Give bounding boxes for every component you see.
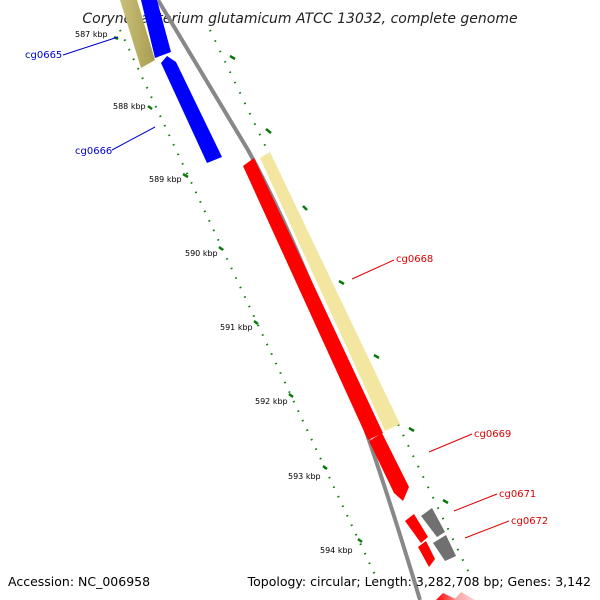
ruler-label-594: 594 kbp — [320, 546, 353, 555]
gene-cg0671[interactable] — [405, 514, 428, 543]
gene-cg0672[interactable] — [418, 541, 435, 567]
gene-olive-fragment[interactable] — [120, 0, 155, 68]
gene-bottom-faded-red[interactable] — [436, 593, 458, 600]
ruler-label-588: 588 kbp — [113, 102, 146, 111]
gene-label-cg0671[interactable]: cg0671 — [499, 489, 536, 500]
footer-summary: Topology: circular; Length: 3,282,708 bp… — [247, 574, 591, 589]
ruler-label-590: 590 kbp — [185, 249, 218, 258]
outer-ruler-ticks — [229, 54, 449, 505]
gene-cg0665[interactable] — [141, 0, 171, 58]
footer-accession: Accession: NC_006958 — [8, 574, 150, 589]
gene-label-cg0666[interactable]: cg0666 — [75, 146, 112, 157]
ruler-tick-592: 592 kbp — [255, 393, 294, 406]
ruler-tick-594: 594 kbp — [320, 538, 363, 555]
ruler-tick-587: 587 kbp — [75, 30, 119, 41]
map-title: Corynebacterium glutamicum ATCC 13032, c… — [82, 11, 517, 27]
ruler-label-593: 593 kbp — [288, 472, 321, 481]
gene-label-cg0669[interactable]: cg0669 — [474, 429, 511, 440]
gene-cg0671-gray[interactable] — [421, 508, 445, 537]
gene-label-cg0672[interactable]: cg0672 — [511, 516, 548, 527]
ruler-tick-589: 589 kbp — [149, 172, 189, 184]
ruler-tick-590: 590 kbp — [185, 246, 224, 258]
gene-label-cg0665[interactable]: cg0665 — [25, 50, 62, 61]
ruler-tick-588: 588 kbp — [113, 102, 153, 111]
genome-backbone — [156, 0, 422, 600]
ruler-label-587: 587 kbp — [75, 30, 108, 39]
ruler-tick-591: 591 kbp — [220, 320, 259, 332]
ruler-label-589: 589 kbp — [149, 175, 182, 184]
ruler-label-592: 592 kbp — [255, 397, 288, 406]
gene-cg0669[interactable] — [369, 433, 409, 501]
ruler-tick-593: 593 kbp — [288, 465, 328, 481]
gene-label-leaders — [62, 36, 510, 539]
gene-cg0672-gray[interactable] — [433, 535, 456, 561]
gene-cg0666[interactable] — [161, 56, 222, 163]
gene-bottom-faded-pink[interactable] — [454, 592, 475, 600]
ruler-label-591: 591 kbp — [220, 323, 253, 332]
gene-annotation-band[interactable] — [260, 152, 400, 431]
gene-cg0668[interactable] — [243, 158, 383, 440]
gene-label-cg0668[interactable]: cg0668 — [396, 254, 433, 265]
